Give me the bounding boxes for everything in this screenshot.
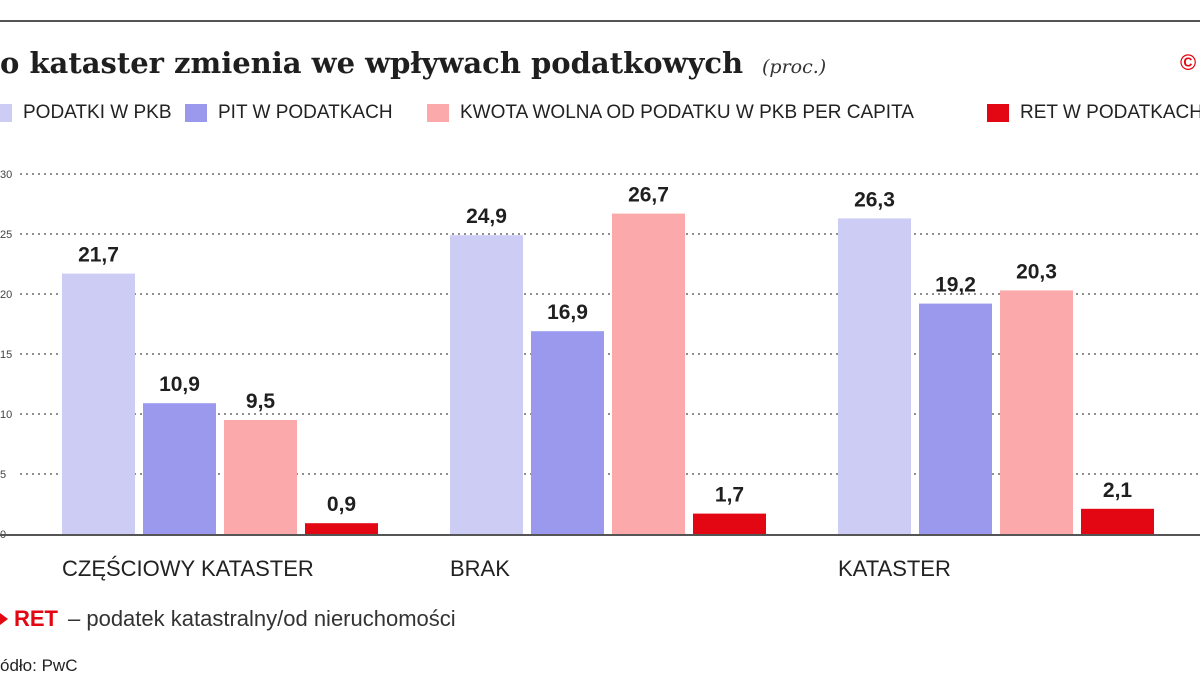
y-tick-label: 30 [0, 169, 12, 181]
x-category-label: KATASTER [838, 556, 951, 581]
bar [1000, 290, 1073, 534]
y-tick-label: 10 [0, 409, 12, 421]
data-label: 26,3 [854, 188, 895, 211]
bar [693, 513, 766, 534]
legend-item-podatki-w-pkb: PODATKI W PKB [0, 99, 172, 127]
bar [62, 273, 135, 534]
data-label: 21,7 [78, 244, 119, 267]
bar [531, 331, 604, 534]
legend-swatch-podatki-w-pkb [0, 104, 12, 122]
bar [224, 420, 297, 534]
bar [450, 235, 523, 534]
y-tick-label: 15 [0, 349, 12, 361]
data-label: 10,9 [159, 373, 200, 396]
bar [143, 403, 216, 534]
x-category-label: BRAK [450, 556, 510, 581]
bar [612, 213, 685, 534]
legend-swatch-pit-w-podatkach [185, 104, 207, 122]
legend-item-pit-w-podatkach: PIT W PODATKACH [185, 99, 393, 127]
data-label: 1,7 [715, 484, 744, 507]
chart-subtitle: (proc.) [762, 56, 827, 78]
chart-title: o kataster zmienia we wpływach podatkowy… [0, 46, 744, 80]
y-tick-label: 20 [0, 289, 12, 301]
data-label: 0,9 [327, 493, 356, 516]
footnote-key: RET [14, 606, 58, 631]
data-label: 16,9 [547, 301, 588, 324]
bar [305, 523, 378, 534]
data-label: 20,3 [1016, 260, 1057, 283]
data-label: 26,7 [628, 184, 669, 207]
source-note: ódło: PwC [0, 656, 78, 675]
legend-swatch-ret-w-podatkach [987, 104, 1009, 122]
footnote-text: – podatek katastralny/od nieruchomości [68, 606, 456, 631]
x-category-label: CZĘŚCIOWY KATASTER [62, 556, 314, 581]
data-label: 24,9 [466, 205, 507, 228]
bar [838, 218, 911, 534]
legend-item-ret-w-podatkach: RET W PODATKACH [987, 99, 1200, 127]
data-label: 2,1 [1103, 479, 1133, 502]
bar [919, 303, 992, 534]
legend: PODATKI W PKB PIT W PODATKACH KWOTA WOLN… [0, 99, 1200, 127]
legend-label: PIT W PODATKACH [218, 102, 393, 123]
y-tick-label: 25 [0, 229, 12, 241]
bar [1081, 508, 1154, 534]
legend-label: KWOTA WOLNA OD PODATKU W PKB PER CAPITA [460, 102, 914, 123]
y-tick-label: 5 [0, 469, 6, 481]
data-label: 9,5 [246, 390, 276, 413]
footnote: RET – podatek katastralny/od nieruchomoś… [0, 606, 456, 632]
legend-label: PODATKI W PKB [23, 102, 172, 123]
legend-item-kwota-wolna: KWOTA WOLNA OD PODATKU W PKB PER CAPITA [427, 99, 914, 127]
publisher-logo: © [1180, 50, 1197, 75]
legend-label: RET W PODATKACH [1020, 102, 1200, 123]
top-rule [0, 20, 1200, 22]
bullet-arrow-icon [0, 613, 8, 625]
legend-swatch-kwota-wolna [427, 104, 449, 122]
data-label: 19,2 [935, 274, 976, 297]
